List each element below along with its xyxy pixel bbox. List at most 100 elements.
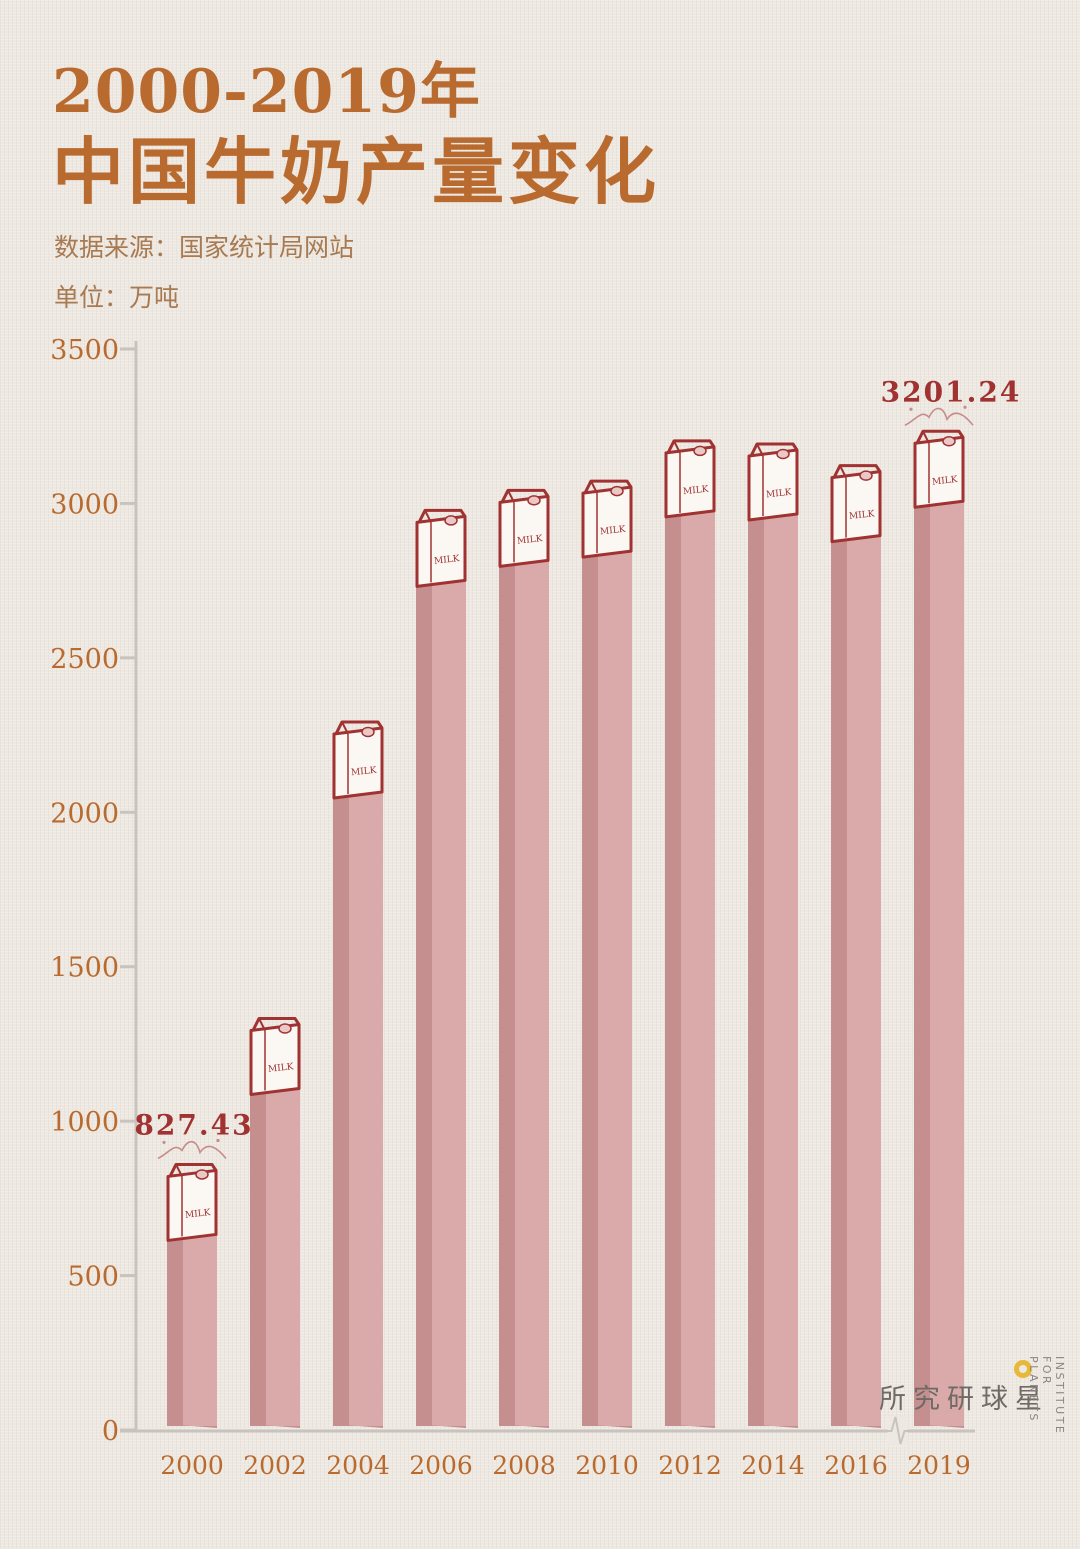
y-tick-label: 3500 — [50, 335, 119, 366]
carton-label: MILK — [932, 475, 959, 488]
axis-break-icon — [883, 1416, 912, 1445]
bar-side — [914, 501, 930, 1426]
bar-base — [167, 1424, 217, 1428]
planet-dot-icon — [1014, 1360, 1032, 1378]
carton-top — [583, 479, 633, 494]
chart-title-line2: 中国牛奶产量变化 — [52, 129, 661, 214]
carton-top — [168, 1162, 218, 1178]
carton-cap — [693, 445, 707, 457]
bar-side — [416, 580, 432, 1426]
milk-carton — [249, 1022, 301, 1096]
carton-label: MILK — [351, 766, 378, 779]
carton-fold-line — [590, 480, 598, 494]
bar-base — [748, 1424, 798, 1428]
carton-top — [417, 508, 467, 524]
carton-fold-line — [341, 721, 349, 735]
bar-base — [582, 1424, 632, 1428]
watermark-english: INSTITUTE FOR PLANETS — [1027, 1356, 1066, 1436]
bar-group: MILK — [830, 464, 882, 1428]
bar-side — [499, 560, 515, 1426]
milk-carton — [913, 435, 965, 509]
carton-cap — [776, 448, 790, 460]
carton-label: MILK — [268, 1062, 295, 1075]
data-source: 数据来源：国家统计局网站 — [54, 233, 355, 262]
carton-label: MILK — [434, 554, 461, 567]
bar-base — [831, 1424, 881, 1428]
splash-drop — [909, 407, 913, 411]
milk-carton — [747, 448, 799, 522]
x-tick-label: 2000 — [160, 1451, 224, 1480]
x-tick-label: 2006 — [409, 1451, 473, 1480]
y-tick-label: 2500 — [50, 644, 119, 675]
x-tick-label: 2010 — [575, 1451, 639, 1480]
carton-top — [666, 439, 716, 454]
bar-group: MILK — [913, 429, 965, 1428]
carton-top — [832, 464, 882, 479]
bar-group: MILK — [332, 720, 384, 1428]
milk-carton — [498, 494, 550, 568]
bar-group: MILK — [664, 439, 716, 1428]
bar-side — [831, 535, 847, 1426]
milk-carton — [332, 726, 384, 800]
carton-cap — [361, 726, 375, 738]
y-tick-label: 1500 — [50, 953, 119, 984]
x-tick-label: 2012 — [658, 1451, 722, 1480]
milk-carton — [166, 1168, 218, 1242]
chart-title-line1: 2000-2019年 — [52, 57, 481, 127]
carton-label: MILK — [185, 1208, 212, 1221]
carton-label: MILK — [849, 509, 876, 522]
carton-top — [500, 488, 550, 504]
bar-group: MILK — [498, 488, 550, 1428]
bar-side — [167, 1234, 183, 1426]
y-tick-label: 2000 — [50, 798, 119, 829]
carton-fold-line — [258, 1018, 266, 1031]
bar-base — [499, 1424, 549, 1428]
carton-top — [334, 720, 384, 735]
bar-base — [665, 1424, 715, 1428]
unit-label: 单位：万吨 — [54, 283, 180, 312]
carton-fold-line — [839, 465, 847, 479]
bar-side — [333, 791, 349, 1426]
watermark-name: 星球研究所 — [874, 1384, 1041, 1411]
carton-cap — [610, 485, 624, 497]
carton-fold-line — [507, 489, 515, 503]
x-tick-label: 2019 — [907, 1451, 971, 1480]
x-tick-label: 2008 — [492, 1451, 556, 1480]
bar-group: MILK — [415, 508, 467, 1428]
y-tick-label: 0 — [102, 1416, 119, 1447]
data-label: 3201.24 — [881, 375, 1022, 408]
carton-top — [251, 1016, 301, 1032]
milk-carton — [664, 445, 716, 519]
x-tick-label: 2016 — [824, 1451, 888, 1480]
bar-base — [333, 1424, 383, 1428]
carton-top — [915, 429, 965, 444]
y-tick-label: 3000 — [50, 489, 119, 520]
bar-side — [250, 1088, 266, 1426]
carton-cap — [527, 495, 541, 506]
carton-label: MILK — [517, 534, 544, 547]
bar-base — [250, 1424, 300, 1428]
carton-fold-line — [922, 430, 930, 444]
milk-splash — [157, 1140, 227, 1160]
carton-cap — [278, 1023, 292, 1034]
milk-carton — [830, 470, 882, 544]
x-tick-label: 2004 — [326, 1451, 390, 1480]
carton-fold-line — [175, 1163, 183, 1177]
carton-fold-line — [424, 509, 432, 523]
bar-group: MILK — [581, 479, 633, 1428]
carton-fold-line — [673, 440, 681, 454]
carton-cap — [859, 470, 873, 481]
splash-drop — [216, 1138, 220, 1143]
milk-splash — [904, 407, 974, 426]
carton-label: MILK — [683, 485, 710, 498]
milk-carton — [581, 485, 633, 559]
bar-side — [665, 510, 681, 1426]
bar-side — [582, 551, 598, 1426]
carton-top — [749, 442, 799, 457]
bar-base — [914, 1424, 964, 1428]
bar-side — [748, 514, 764, 1426]
carton-cap — [444, 515, 458, 526]
bar-group: MILK — [249, 1016, 301, 1428]
carton-label: MILK — [766, 488, 793, 501]
